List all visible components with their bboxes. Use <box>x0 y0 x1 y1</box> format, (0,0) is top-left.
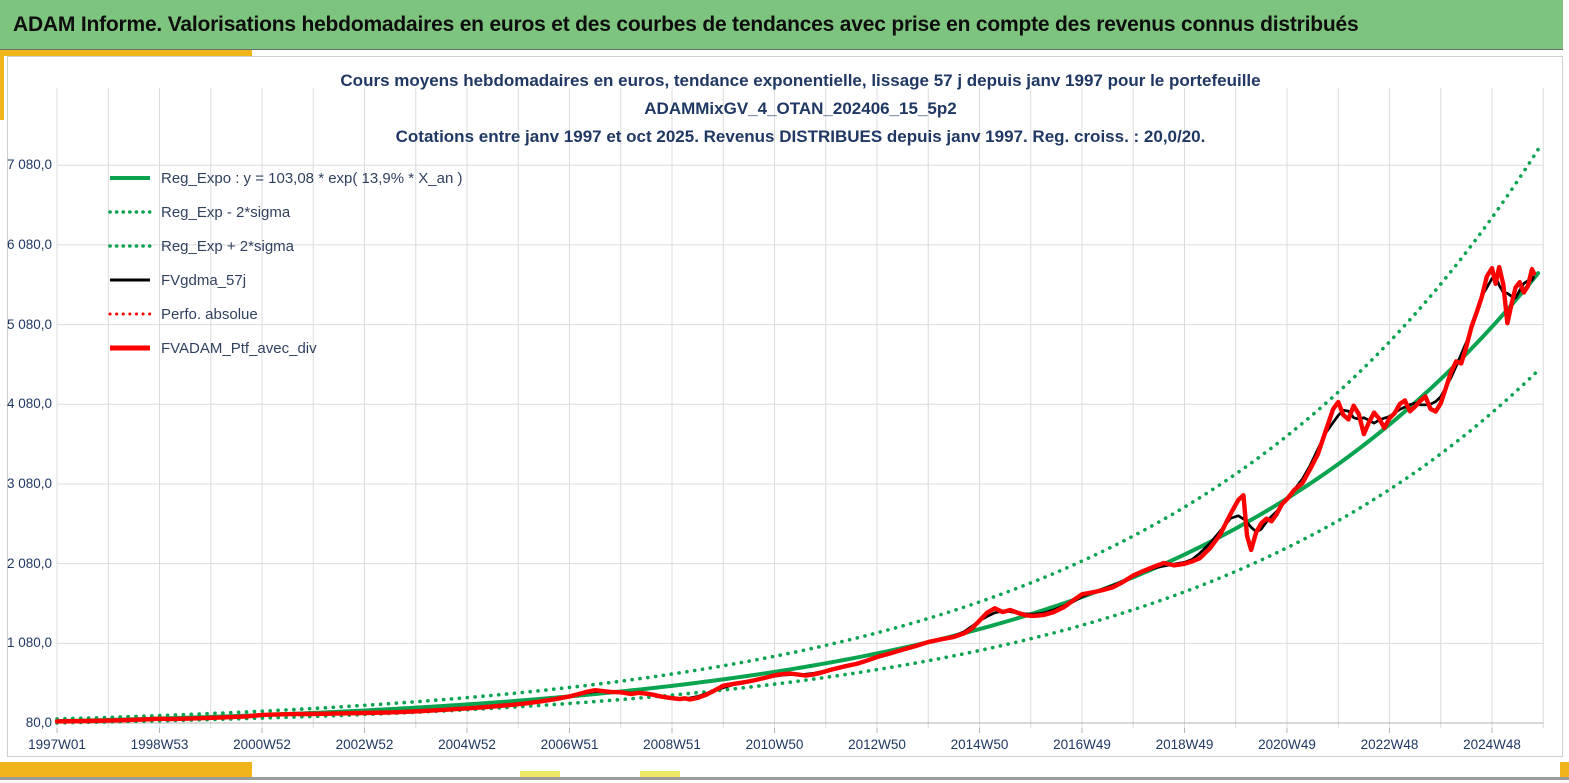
x-axis-label: 1998W53 <box>130 737 189 752</box>
x-axis-label: 2014W50 <box>950 737 1009 752</box>
x-axis-label: 2006W51 <box>540 737 599 752</box>
chart-title-line-1: Cours moyens hebdomadaires en euros, ten… <box>340 71 1261 90</box>
x-axis-label: 2010W50 <box>745 737 804 752</box>
x-axis-label: 2000W52 <box>233 737 291 752</box>
legend-item-reg-exp[interactable]: Reg_Exp - 2*sigma <box>108 200 290 224</box>
x-axis-label: 1997W01 <box>28 737 86 752</box>
x-axis-label: 2016W49 <box>1053 737 1111 752</box>
y-axis-label: 2 080,0 <box>6 555 52 571</box>
legend-swatch-solid <box>110 278 150 282</box>
x-axis-label: 2024W48 <box>1463 737 1521 752</box>
x-axis-label: 2012W50 <box>848 737 906 752</box>
legend-swatch-dotted <box>108 210 152 214</box>
legend-label: Reg_Exp + 2*sigma <box>161 237 294 255</box>
yellow-segment-1 <box>520 771 560 777</box>
legend-label: FVADAM_Ptf_avec_div <box>161 339 317 357</box>
x-axis-label: 2018W49 <box>1155 737 1214 752</box>
yellow-accent-top <box>0 50 252 56</box>
legend-item-fvadam-ptf-avec-div[interactable]: FVADAM_Ptf_avec_div <box>108 336 317 360</box>
y-axis-label: 6 080,0 <box>6 236 52 252</box>
legend-label: Reg_Expo : y = 103,08 * exp( 13,9% * X_a… <box>161 169 463 187</box>
sheet-header-band: ADAM Informe. Valorisations hebdomadaire… <box>0 0 1563 50</box>
y-axis-label: 1 080,0 <box>6 635 52 651</box>
legend-item-fvgdma-57j[interactable]: FVgdma_57j <box>108 268 246 292</box>
yellow-segment-2 <box>640 771 680 777</box>
chart-area[interactable] <box>7 56 1563 757</box>
series-reg-exp-minus-2sigma <box>55 368 1540 725</box>
y-axis-label: 80,0 <box>25 715 52 730</box>
legend-item-reg-expo[interactable]: Reg_Expo : y = 103,08 * exp( 13,9% * X_a… <box>108 166 462 190</box>
legend-swatch-dotted <box>108 244 152 248</box>
legend-item-reg-exp[interactable]: Reg_Exp + 2*sigma <box>108 234 294 258</box>
yellow-accent-left <box>0 50 4 120</box>
legend-label: Perfo. absolue <box>161 305 258 323</box>
legend-label: Reg_Exp - 2*sigma <box>161 203 291 221</box>
x-axis-label: 2022W48 <box>1360 737 1419 752</box>
x-axis-label: 2020W49 <box>1258 737 1316 752</box>
bottom-divider-line <box>0 777 1569 780</box>
y-axis-label: 5 080,0 <box>6 316 52 332</box>
x-axis-label: 2004W52 <box>438 737 496 752</box>
legend-swatch-solid <box>110 345 150 351</box>
x-axis-label: 2008W51 <box>643 737 701 752</box>
legend-label: FVgdma_57j <box>161 271 247 289</box>
yellow-accent-bottom-right <box>1560 762 1569 777</box>
chart-title-line-3: Cotations entre janv 1997 et oct 2025. R… <box>395 127 1206 146</box>
legend-swatch-solid <box>110 176 150 180</box>
legend-item-perfo-[interactable]: Perfo. absolue <box>108 302 258 326</box>
legend-swatch-dotted <box>108 312 152 316</box>
series-fvadam-ptf-avec-div <box>54 264 1537 724</box>
x-axis-label: 2002W52 <box>335 737 394 752</box>
page-title: ADAM Informe. Valorisations hebdomadaire… <box>13 12 1359 36</box>
yellow-accent-bottom <box>0 762 252 777</box>
y-axis-label: 3 080,0 <box>6 475 52 491</box>
chart-title-line-2: ADAMMixGV_4_OTAN_202406_15_5p2 <box>644 99 957 118</box>
y-axis-label: 7 080,0 <box>6 157 52 173</box>
y-axis-label: 4 080,0 <box>6 396 52 412</box>
